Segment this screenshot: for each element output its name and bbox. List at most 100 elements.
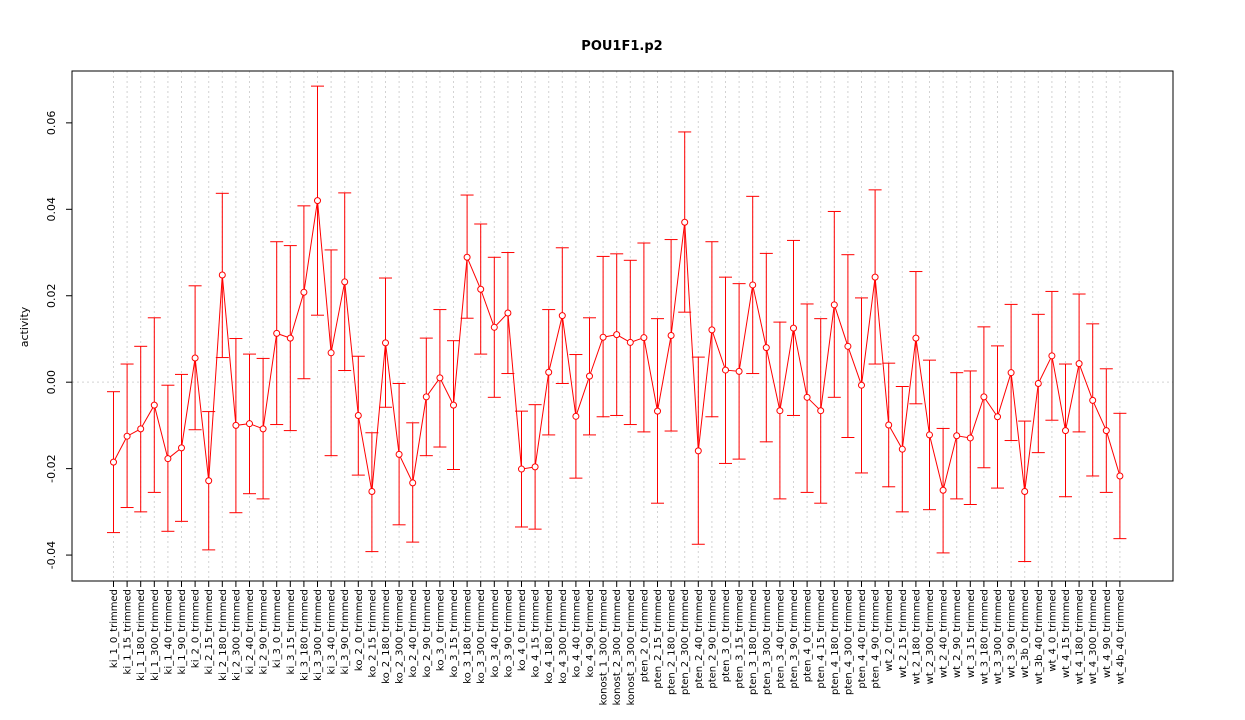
data-point (422, 393, 430, 401)
data-point (1034, 379, 1042, 387)
x-tick-label: wt_4_90_trimmed (1102, 589, 1113, 678)
chart-title: POU1F1.p2 (581, 39, 662, 54)
x-tick-label: wt_2_0_trimmed (884, 589, 895, 672)
plot-frame (71, 70, 1174, 582)
x-tick-label: ko_2_90_trimmed (422, 589, 433, 677)
data-point (191, 354, 199, 362)
x-tick-label: ki_2_300_trimmed (231, 589, 242, 681)
x-tick-label: wt_4b_40_trimmed (1115, 589, 1126, 684)
data-point (477, 285, 485, 293)
data-point (708, 326, 716, 334)
x-tick-label: wt_3_15_trimmed (966, 589, 977, 678)
data-point (939, 486, 947, 494)
x-tick-label: wt_4_180_trimmed (1075, 589, 1086, 684)
x-tick-label: ko_4_180_trimmed (544, 589, 555, 684)
y-tick-label: -0.04 (45, 541, 58, 569)
data-point (218, 271, 226, 279)
x-tick-label: ki_3_90_trimmed (340, 589, 351, 674)
x-tick-label: pten_3_300_trimmed (762, 589, 773, 695)
data-point (1089, 396, 1097, 404)
data-point (490, 323, 498, 331)
data-point (572, 412, 580, 420)
data-point (450, 401, 457, 409)
x-tick-label: ki_2_0_trimmed (191, 589, 202, 668)
y-tick-label: 0.06 (45, 111, 58, 136)
data-point (110, 458, 117, 466)
data-point (246, 420, 253, 428)
data-point (259, 425, 267, 433)
data-point (898, 445, 906, 453)
x-tick-label: pten_4_40_trimmed (857, 589, 868, 689)
data-point (382, 339, 389, 347)
x-tick-label: wt_4_0_trimmed (1047, 589, 1058, 672)
data-point (667, 332, 675, 340)
x-tick-label: ki_1_180_trimmed (136, 589, 147, 681)
data-point (654, 407, 661, 415)
x-tick-label: ki_1_300_trimmed (150, 589, 161, 681)
x-tick-label: ko_4_90_trimmed (585, 589, 596, 677)
data-point (1075, 360, 1083, 368)
x-tick-label: ki_2_40_trimmed (245, 589, 256, 674)
data-point (504, 309, 512, 317)
x-tick-label: pten_3_90_trimmed (789, 589, 800, 689)
data-point (735, 367, 743, 375)
x-tick-label: ko_2_180_trimmed (381, 589, 392, 684)
x-tick-label: pten_3_180_trimmed (748, 589, 759, 695)
x-tick-label: ki_1_0_trimmed (109, 589, 120, 668)
x-tick-label: konost_2_300_trimmed (612, 589, 623, 705)
x-tick-label: pten_4_180_trimmed (830, 589, 841, 695)
data-point (613, 331, 621, 339)
x-tick-label: ko_4_0_trimmed (517, 589, 528, 671)
x-tick-label: wt_4_300_trimmed (1088, 589, 1099, 684)
x-tick-label: ko_3_40_trimmed (490, 589, 501, 677)
data-point (681, 218, 689, 226)
data-point (558, 312, 566, 320)
data-point (926, 431, 933, 439)
y-tick-label: 0.02 (45, 283, 58, 308)
data-point (762, 344, 770, 352)
x-tick-label: ki_3_180_trimmed (299, 589, 310, 681)
y-tick-label: 0.04 (45, 197, 58, 222)
x-tick-label: ki_1_15_trimmed (123, 589, 134, 674)
data-point (232, 421, 240, 429)
data-point (694, 447, 702, 455)
data-point (1007, 369, 1015, 377)
data-point (436, 374, 444, 382)
data-point (844, 342, 852, 350)
data-point (1116, 472, 1124, 480)
x-tick-label: pten_3_15_trimmed (735, 589, 746, 689)
data-point (803, 393, 811, 401)
data-point (368, 488, 376, 496)
x-tick-label: pten_2_0_trimmed (639, 589, 650, 682)
data-point (518, 465, 525, 473)
x-tick-label: ko_2_300_trimmed (395, 589, 406, 684)
data-point (626, 338, 634, 346)
y-tick-label: -0.02 (45, 454, 58, 482)
x-tick-label: wt_2_15_trimmed (898, 589, 909, 678)
x-tick-label: pten_4_90_trimmed (871, 589, 882, 689)
x-tick-label: wt_3_90_trimmed (1007, 589, 1018, 678)
data-point (790, 324, 797, 332)
x-tick-label: konost_1_300_trimmed (599, 589, 610, 705)
x-tick-label: wt_2_40_trimmed (939, 589, 950, 678)
data-point (123, 432, 131, 440)
x-tick-label: ko_2_40_trimmed (408, 589, 419, 677)
x-tick-label: wt_3b_0_trimmed (1020, 589, 1031, 678)
data-point (966, 434, 974, 442)
data-point (354, 411, 362, 419)
data-point (545, 368, 553, 376)
data-point (912, 334, 920, 342)
x-tick-label: ki_2_15_trimmed (204, 589, 215, 674)
data-point (327, 349, 335, 357)
data-point (300, 288, 308, 296)
x-tick-label: wt_2_90_trimmed (952, 589, 963, 678)
data-point (1048, 352, 1056, 360)
x-tick-label: wt_3_300_trimmed (993, 589, 1004, 684)
data-point (178, 444, 185, 452)
x-tick-label: pten_4_15_trimmed (816, 589, 827, 689)
x-tick-label: pten_2_90_trimmed (707, 589, 718, 689)
data-point (586, 372, 593, 380)
x-tick-label: wt_4_15_trimmed (1061, 589, 1072, 678)
data-point (858, 381, 865, 389)
